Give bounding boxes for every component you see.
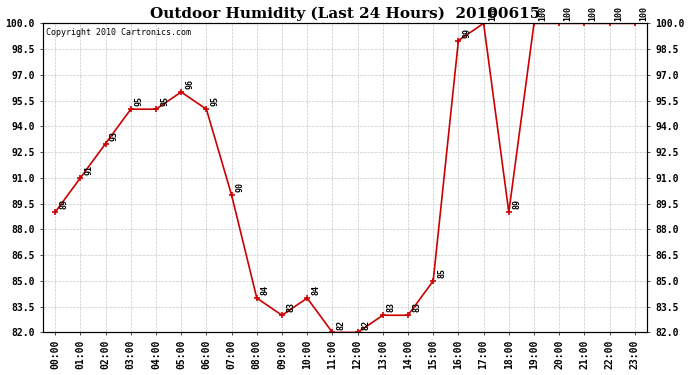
Text: 100: 100 [589, 6, 598, 21]
Text: 90: 90 [236, 182, 245, 192]
Text: 95: 95 [135, 96, 144, 106]
Text: 84: 84 [311, 285, 320, 295]
Text: Copyright 2010 Cartronics.com: Copyright 2010 Cartronics.com [46, 28, 190, 37]
Text: 99: 99 [462, 28, 471, 38]
Text: 100: 100 [564, 6, 573, 21]
Text: 100: 100 [639, 6, 648, 21]
Text: 83: 83 [286, 303, 295, 312]
Text: 82: 82 [362, 320, 371, 330]
Text: 84: 84 [261, 285, 270, 295]
Text: 83: 83 [387, 303, 396, 312]
Text: 89: 89 [59, 200, 68, 210]
Text: 95: 95 [210, 96, 219, 106]
Text: 93: 93 [110, 131, 119, 141]
Text: 82: 82 [337, 320, 346, 330]
Text: 100: 100 [488, 6, 497, 21]
Text: 96: 96 [186, 79, 195, 89]
Text: 100: 100 [614, 6, 623, 21]
Text: 89: 89 [513, 200, 522, 210]
Text: 85: 85 [437, 268, 446, 278]
Text: 83: 83 [412, 303, 421, 312]
Text: 100: 100 [538, 6, 547, 21]
Text: 91: 91 [85, 165, 94, 175]
Title: Outdoor Humidity (Last 24 Hours)  20100615: Outdoor Humidity (Last 24 Hours) 2010061… [150, 6, 540, 21]
Text: 95: 95 [160, 96, 169, 106]
